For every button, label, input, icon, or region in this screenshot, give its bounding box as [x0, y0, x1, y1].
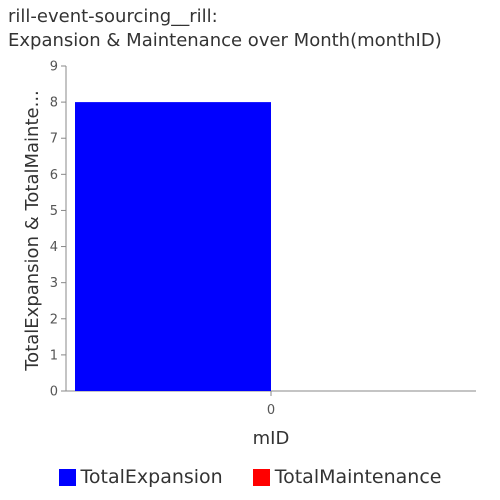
y-tick-label: 7	[50, 132, 58, 147]
legend-swatch-total-expansion	[58, 468, 76, 486]
x-axis: 0	[66, 390, 476, 418]
bars-group	[75, 102, 271, 391]
chart-title: rill-event-sourcing__rill: Expansion & M…	[8, 5, 496, 53]
y-axis: 0 1 2 3 4 5 6 7 8 9	[50, 60, 67, 400]
y-tick-label: 8	[50, 96, 58, 111]
legend-item-total-maintenance: TotalMaintenance	[252, 464, 442, 490]
x-axis-title: mID	[253, 428, 290, 449]
chart-plot: 0 1 2 3 4 5 6 7 8 9 0 mID TotalExpansion & TotalM…	[22, 60, 476, 449]
legend-label-total-maintenance: TotalMaintenance	[274, 466, 442, 488]
bar-totalexpansion-0	[75, 102, 271, 391]
x-tick-label: 0	[267, 403, 275, 418]
legend-label-total-expansion: TotalExpansion	[80, 466, 223, 488]
legend-swatch-total-maintenance	[252, 468, 270, 486]
y-tick-label: 3	[50, 276, 58, 291]
y-tick-label: 0	[50, 385, 58, 400]
y-tick-label: 2	[50, 312, 58, 327]
y-axis-title: TotalExpansion & TotalMainte...	[22, 90, 43, 372]
y-tick-label: 4	[50, 240, 58, 255]
y-tick-label: 6	[50, 168, 58, 183]
legend-item-total-expansion: TotalExpansion	[58, 464, 223, 490]
y-tick-label: 9	[50, 60, 58, 75]
chart-title-line-1: rill-event-sourcing__rill:	[8, 6, 218, 27]
y-tick-label: 5	[50, 204, 58, 219]
legend: TotalExpansion TotalMaintenance	[0, 464, 500, 490]
y-tick-label: 1	[50, 348, 58, 363]
chart-title-line-2: Expansion & Maintenance over Month(month…	[8, 30, 442, 51]
